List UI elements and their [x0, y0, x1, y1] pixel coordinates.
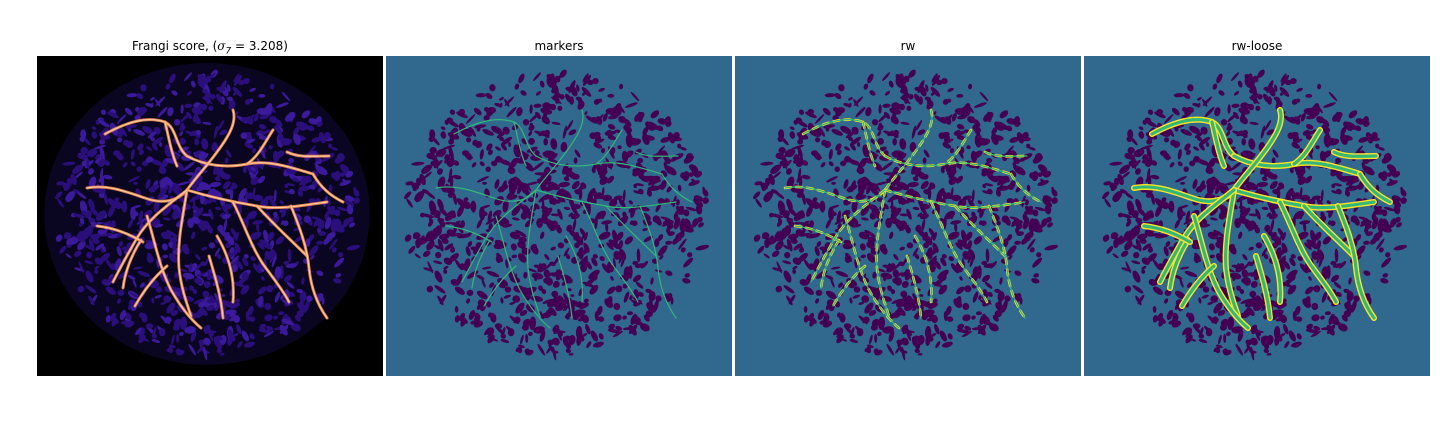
markers-svg — [386, 56, 732, 376]
vessel-network — [783, 108, 1043, 330]
vessel-network — [435, 109, 693, 329]
panel-title-rw-loose: rw-loose — [1231, 39, 1283, 53]
rw-svg — [735, 56, 1081, 376]
tissue-region — [404, 69, 710, 361]
frangi-score-image — [37, 56, 383, 376]
panel-title-rw: rw — [900, 39, 916, 53]
title-math: σ — [217, 39, 226, 53]
title-text: Frangi score, ( — [132, 39, 218, 53]
vessel-network — [85, 108, 345, 330]
rw-image — [735, 56, 1081, 376]
tissue-region — [44, 63, 370, 365]
title-text: = 3.208) — [231, 39, 288, 53]
rw-loose-image — [1084, 56, 1430, 376]
vessel-network — [1131, 107, 1393, 331]
markers-image — [386, 56, 732, 376]
panel-title-markers: markers — [534, 39, 584, 53]
panel-title-frangi: Frangi score, (σ7 = 3.208) — [37, 38, 383, 57]
tissue-region — [753, 69, 1059, 361]
title-subscript: 7 — [225, 46, 232, 57]
rw-loose-svg — [1084, 56, 1430, 376]
frangi-score-svg — [37, 56, 383, 376]
